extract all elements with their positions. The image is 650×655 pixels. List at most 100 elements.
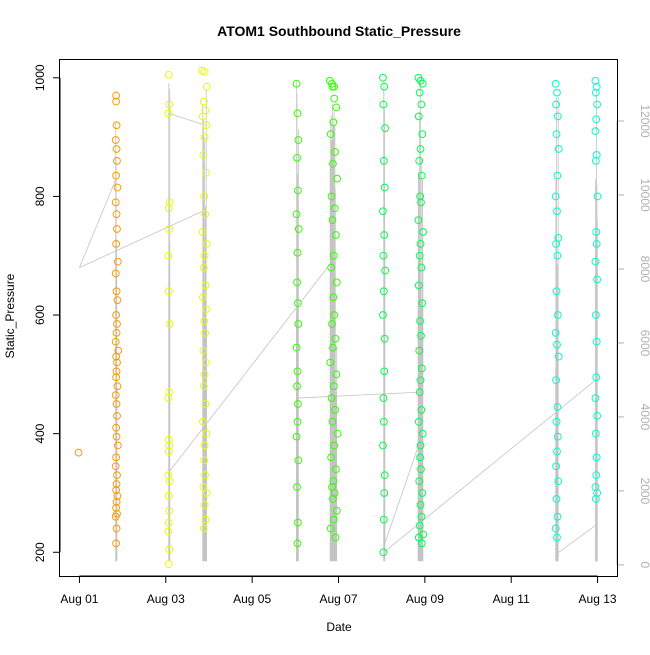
data-point: [294, 456, 303, 465]
data-point: [593, 192, 602, 201]
data-point: [417, 364, 426, 373]
data-point: [332, 103, 341, 112]
data-point: [417, 171, 426, 180]
data-point: [199, 417, 207, 426]
data-point: [200, 500, 209, 509]
data-point: [379, 100, 388, 109]
data-point: [414, 216, 423, 225]
data-point: [200, 251, 209, 260]
data-point: [591, 257, 600, 266]
data-point: [165, 545, 174, 554]
data-point: [112, 503, 121, 512]
plot-frame: [59, 59, 618, 577]
data-point: [554, 477, 563, 486]
x-tick-label: Aug 13: [579, 592, 617, 606]
data-point: [552, 130, 561, 139]
data-point: [330, 204, 339, 213]
data-point: [112, 287, 121, 296]
data-point: [414, 112, 423, 121]
data-point: [112, 423, 121, 432]
data-point: [592, 115, 601, 124]
data-point: [326, 130, 335, 139]
data-point: [417, 100, 426, 109]
y2-tick-label: 6000: [638, 330, 650, 357]
y-tick-label: 400: [33, 423, 47, 443]
y2-tick-label: 10000: [638, 178, 650, 212]
data-point: [592, 373, 601, 382]
data-point: [331, 148, 339, 156]
data-point: [112, 367, 121, 376]
data-point: [379, 417, 388, 426]
data-point: [380, 367, 389, 376]
y2-tick-label: 4000: [638, 404, 650, 431]
data-point: [551, 192, 560, 201]
data-point: [330, 441, 339, 450]
data-point: [329, 293, 338, 302]
data-point: [416, 453, 425, 462]
data-point: [380, 489, 389, 497]
data-point: [380, 82, 389, 91]
data-point: [327, 263, 336, 272]
data-point: [165, 441, 174, 450]
data-point: [591, 394, 600, 402]
data-point: [379, 311, 387, 319]
x-tick-label: Aug 01: [60, 592, 98, 606]
data-point: [415, 477, 424, 486]
data-point: [415, 88, 424, 97]
data-point: [200, 133, 209, 142]
data-point: [112, 239, 121, 248]
data-point: [416, 239, 425, 248]
data-point: [200, 456, 209, 465]
data-point: [111, 391, 120, 400]
data-point: [294, 225, 303, 233]
data-point: [293, 278, 301, 287]
trace-connector: [79, 178, 117, 268]
data-point: [200, 370, 209, 379]
data-point: [164, 204, 173, 213]
y-axis-right: 0 2000 4000 6000 8000 10000 12000: [616, 104, 650, 569]
data-point: [113, 296, 122, 305]
data-point: [292, 343, 301, 352]
data-point: [418, 79, 427, 88]
data-point: [113, 411, 121, 420]
data-point: [593, 275, 602, 284]
data-point: [416, 441, 425, 450]
data-point: [294, 299, 302, 308]
data-point: [199, 346, 208, 355]
data-point: [553, 533, 561, 542]
data-point: [414, 533, 423, 542]
data-point: [293, 382, 301, 391]
data-point: [552, 239, 561, 248]
data-point: [164, 492, 173, 500]
data-point: [293, 483, 301, 491]
data-point: [416, 192, 425, 201]
data-point: [328, 320, 336, 328]
data-point: [113, 471, 121, 480]
data-point: [292, 432, 301, 441]
data-point: [293, 248, 302, 257]
data-point: [592, 82, 601, 91]
data-point: [380, 231, 389, 239]
x-tick-label: Aug 07: [319, 592, 357, 606]
data-point: [553, 432, 562, 441]
data-point: [554, 145, 563, 153]
data-point: [201, 515, 210, 524]
data-point: [292, 210, 301, 219]
data-point: [112, 311, 121, 319]
data-point: [113, 257, 122, 266]
data-point: [591, 429, 600, 438]
data-point: [379, 515, 388, 524]
data-point: [112, 400, 121, 408]
data-point: [416, 500, 425, 509]
data-point: [111, 136, 120, 144]
data-point: [592, 337, 601, 346]
data-point: [551, 79, 560, 88]
data-point: [111, 269, 120, 278]
data-point: [328, 417, 337, 426]
data-point: [112, 91, 121, 100]
data-point: [113, 441, 122, 450]
data-point: [379, 73, 387, 82]
data-point: [202, 429, 211, 438]
data-point: [553, 512, 562, 521]
data-point: [416, 376, 425, 385]
